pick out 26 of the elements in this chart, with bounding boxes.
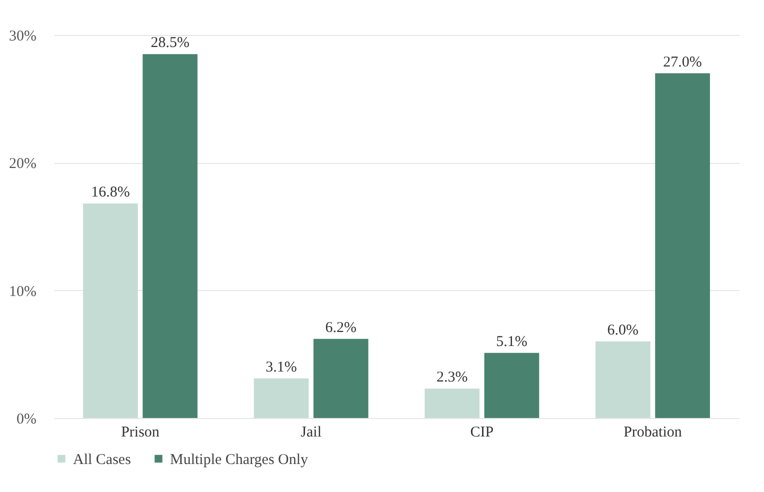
data-label: 16.8% — [91, 184, 130, 201]
y-tick-label: 30% — [9, 28, 36, 44]
bar — [254, 378, 309, 418]
x-tick-label: Jail — [300, 424, 322, 440]
bar — [596, 341, 650, 418]
data-label: 2.3% — [436, 370, 468, 386]
bar — [424, 388, 480, 418]
bar — [484, 352, 540, 418]
bar — [83, 204, 138, 418]
data-label: 6.0% — [607, 322, 639, 338]
bar — [655, 73, 710, 418]
legend-label: All Cases — [73, 452, 132, 468]
data-label: 28.5% — [150, 35, 190, 52]
data-label: 6.2% — [325, 320, 357, 336]
x-tick-label: Prison — [121, 424, 160, 440]
data-label: 5.1% — [496, 334, 528, 350]
y-tick-label: 10% — [9, 284, 36, 300]
x-tick-label: Probation — [624, 424, 682, 440]
bar — [142, 54, 198, 418]
legend-label: Multiple Charges Only — [170, 452, 309, 468]
data-label: 27.0% — [663, 54, 702, 70]
bar — [313, 338, 368, 418]
y-tick-label: 0% — [16, 412, 36, 428]
x-tick-label: CIP — [470, 424, 494, 440]
y-tick-label: 20% — [9, 156, 36, 172]
data-label: 3.1% — [266, 359, 297, 376]
